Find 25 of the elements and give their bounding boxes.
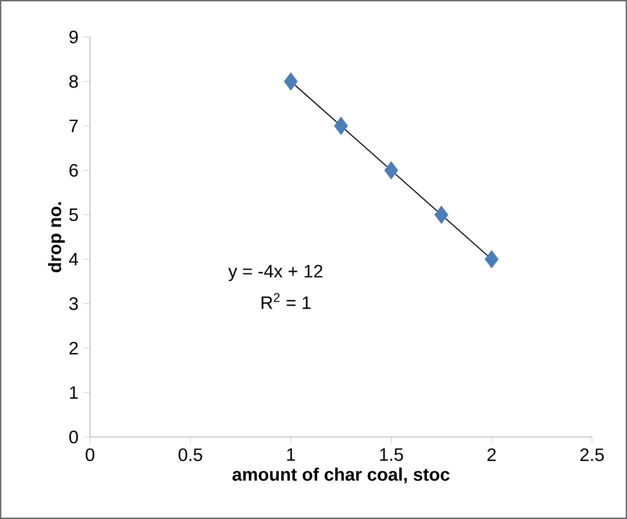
- point: [334, 116, 348, 136]
- y-tick-label: 1: [70, 386, 78, 399]
- x-tick-label: 0: [86, 448, 94, 462]
- y-tick-label: 7: [70, 120, 78, 132]
- annotation: y = -4x + 12: [228, 264, 322, 282]
- x-tick-label: 2: [488, 448, 496, 461]
- y-tick-label: 0: [69, 430, 78, 444]
- x-tick-label: 0.5: [178, 448, 202, 462]
- y-axis-title: drop no.: [48, 202, 65, 272]
- x-tick-label: 1: [287, 448, 295, 461]
- y-tick-label: 6: [70, 164, 78, 177]
- annotation: R$^{2}$ = 1: [262, 293, 310, 309]
- y-tick-label: 2: [70, 342, 78, 354]
- y-tick-label: 5: [69, 208, 78, 222]
- point: [434, 205, 448, 224]
- point: [484, 250, 499, 269]
- x-tick-label: 1.5: [380, 448, 403, 461]
- x-tick-label: 2.5: [580, 448, 604, 462]
- y-tick-label: 9: [69, 30, 78, 44]
- point: [284, 72, 298, 91]
- y-tick-label: 8: [69, 75, 78, 88]
- y-tick-label: 3: [69, 297, 78, 310]
- x-axis-title: amount of char coal, stoc: [232, 468, 450, 484]
- y-tick-label: 4: [69, 253, 78, 266]
- point: [384, 160, 398, 180]
